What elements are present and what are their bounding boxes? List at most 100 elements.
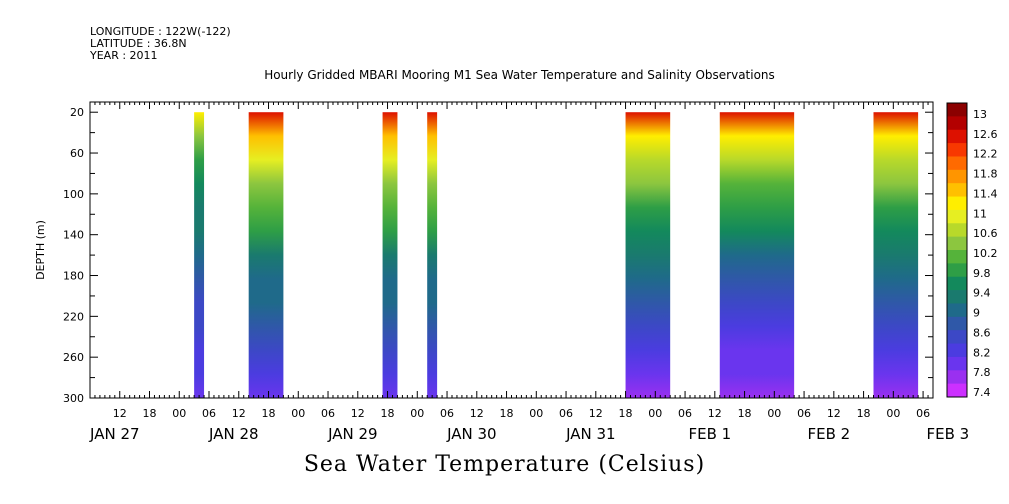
plot-frame <box>89 101 934 399</box>
x-day-label: JAN 29 <box>327 425 378 443</box>
x-hour-label: 06 <box>440 407 454 420</box>
colorbar-label: 10.6 <box>973 227 998 240</box>
colorbar-swatch <box>947 370 967 385</box>
x-hour-label: 12 <box>589 407 603 420</box>
colorbar-swatch <box>947 250 967 264</box>
x-day-label: JAN 28 <box>208 425 259 443</box>
x-hour-label: 00 <box>291 407 305 420</box>
colorbar-swatch <box>947 303 967 318</box>
y-tick-label: 100 <box>63 188 84 201</box>
x-hour-label: 06 <box>678 407 692 420</box>
colorbar-swatch <box>947 183 967 198</box>
data-band <box>194 112 205 398</box>
x-hour-label: 12 <box>351 407 365 420</box>
data-bands <box>194 112 919 398</box>
x-hour-label: 00 <box>767 407 781 420</box>
data-band <box>427 112 438 398</box>
x-hour-label: 18 <box>500 407 514 420</box>
colorbar-swatch <box>947 316 967 331</box>
x-day-label: FEB 3 <box>927 425 970 443</box>
x-hour-label: 00 <box>410 407 424 420</box>
x-hour-label: 00 <box>529 407 543 420</box>
y-axis: 20 60 100 140 180 220 260 300 <box>63 106 933 405</box>
latitude-label: LATITUDE : 36.8N <box>90 37 187 50</box>
colorbar-swatch <box>947 169 967 184</box>
chart-title: Hourly Gridded MBARI Mooring M1 Sea Wate… <box>264 68 775 82</box>
colorbar-label: 9.4 <box>973 287 991 300</box>
colorbar-label: 11.8 <box>973 168 998 181</box>
colorbar-frame <box>946 102 968 398</box>
colorbar-swatch <box>947 343 967 358</box>
colorbar-swatch <box>947 116 967 131</box>
colorbar-swatch <box>947 236 967 251</box>
x-axis: 12 18 00 06 12 18 00 06 12 18 00 06 12 18 00 06 12 18 00 06… <box>89 102 969 443</box>
x-hour-label: 18 <box>143 407 157 420</box>
colorbar-swatch <box>947 103 967 117</box>
colorbar-swatch <box>947 330 967 345</box>
colorbar-swatch <box>947 156 967 171</box>
y-tick-label: 220 <box>63 310 84 323</box>
x-hour-label: 06 <box>321 407 335 420</box>
year-label: YEAR : 2011 <box>90 49 158 62</box>
x-hour-label: 12 <box>113 407 127 420</box>
x-hour-label: 06 <box>202 407 216 420</box>
data-band <box>248 112 284 398</box>
data-band <box>625 112 671 398</box>
x-hour-label: 06 <box>559 407 573 420</box>
x-hour-label: 06 <box>797 407 811 420</box>
y-tick-label: 300 <box>63 392 84 405</box>
colorbar-swatch <box>947 356 967 371</box>
x-hour-label: 12 <box>470 407 484 420</box>
x-hour-label: 18 <box>857 407 871 420</box>
colorbar-swatch <box>947 209 967 224</box>
y-tick-label: 60 <box>70 147 84 160</box>
x-day-label: JAN 30 <box>446 425 497 443</box>
x-hour-label: 18 <box>738 407 752 420</box>
x-hour-label: 00 <box>648 407 662 420</box>
colorbar-label: 9 <box>973 307 980 320</box>
x-day-label: FEB 2 <box>808 425 851 443</box>
y-tick-label: 20 <box>70 106 84 119</box>
x-hour-label: 12 <box>232 407 246 420</box>
x-day-label: JAN 31 <box>565 425 616 443</box>
x-day-label: JAN 27 <box>89 425 140 443</box>
colorbar-swatch <box>947 290 967 304</box>
colorbar-label: 9.8 <box>973 267 991 280</box>
colorbar-swatch <box>947 383 967 398</box>
colorbar-swatch <box>947 129 967 144</box>
x-axis-title: Sea Water Temperature (Celsius) <box>303 452 706 477</box>
y-axis-title: DEPTH (m) <box>34 220 47 280</box>
x-hour-label: 18 <box>619 407 633 420</box>
data-band <box>719 112 795 398</box>
colorbar-swatch <box>947 143 967 157</box>
colorbar-label: 10.2 <box>973 247 998 260</box>
x-hour-label: 00 <box>886 407 900 420</box>
x-hour-label: 00 <box>172 407 186 420</box>
x-hour-label: 06 <box>916 407 930 420</box>
colorbar-label: 12.2 <box>973 148 998 161</box>
data-band <box>382 112 398 398</box>
x-hour-label: 18 <box>381 407 395 420</box>
x-hour-label: 12 <box>708 407 722 420</box>
colorbar-label: 7.4 <box>973 386 991 399</box>
x-hour-label: 12 <box>827 407 841 420</box>
colorbar-label: 13 <box>973 108 987 121</box>
data-band <box>873 112 919 398</box>
colorbar-label: 11.4 <box>973 187 998 200</box>
colorbar-label: 11 <box>973 207 987 220</box>
colorbar-swatch <box>947 196 967 211</box>
colorbar-swatch <box>947 276 967 291</box>
y-tick-label: 260 <box>63 351 84 364</box>
colorbar-label: 12.6 <box>973 128 998 141</box>
colorbar-swatch <box>947 223 967 238</box>
y-tick-label: 140 <box>63 229 84 242</box>
colorbar: 13 12.6 12.2 11.8 11.4 11 10.6 10.2 9.8 9.4 9 8.6 8.… <box>946 102 998 399</box>
colorbar-swatch <box>947 263 967 278</box>
y-tick-label: 180 <box>63 270 84 283</box>
x-hour-label: 18 <box>262 407 276 420</box>
x-day-label: FEB 1 <box>688 425 731 443</box>
colorbar-label: 8.2 <box>973 346 991 359</box>
colorbar-label: 7.8 <box>973 366 991 379</box>
colorbar-label: 8.6 <box>973 326 991 339</box>
